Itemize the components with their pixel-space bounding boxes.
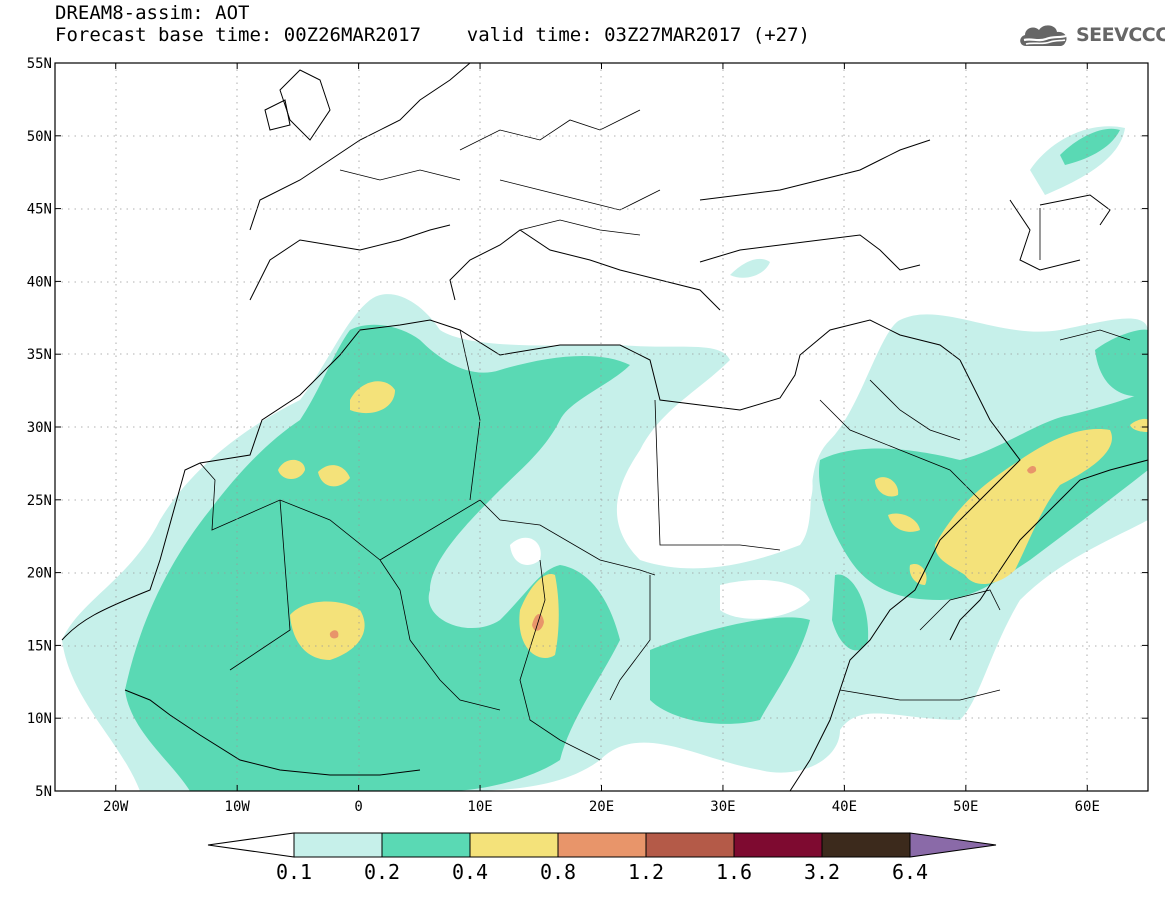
colorbar-segment [821, 832, 911, 858]
colorbar-segment [557, 832, 647, 858]
latitude-ticks: 55N 50N 45N 40N 35N 30N 25N 20N 15N 10N 5N [27, 56, 1148, 800]
colorbar-label: 0.2 [364, 860, 400, 884]
colorbar-segment [733, 832, 823, 858]
forecast-time-line: Forecast base time: 00Z26MAR2017 valid t… [55, 24, 810, 46]
aot-colorbar: 0.1 0.2 0.4 0.8 1.2 1.6 3.2 6.4 [207, 832, 997, 884]
colorbar-label: 0.1 [276, 860, 312, 884]
lon-tick-label: 10E [467, 799, 492, 815]
cloud-icon [1020, 25, 1067, 46]
colorbar-label: 3.2 [804, 860, 840, 884]
lat-tick-label: 40N [27, 274, 52, 290]
lat-tick-label: 10N [27, 711, 52, 727]
aot-band-0.4-0.8 [278, 381, 1148, 660]
lon-tick-label: 20W [103, 799, 129, 815]
logo-text: SEEVCCC [1076, 24, 1165, 46]
lat-tick-label: 5N [35, 784, 52, 800]
lat-tick-label: 25N [27, 493, 52, 509]
lon-tick-label: 60E [1075, 799, 1100, 815]
colorbar-label: 1.2 [628, 860, 664, 884]
lon-tick-label: 20E [589, 799, 614, 815]
lat-tick-label: 30N [27, 420, 52, 436]
lat-tick-label: 15N [27, 638, 52, 654]
aot-gaps [510, 453, 813, 619]
colorbar-label: 6.4 [892, 860, 928, 884]
colorbar-label: 1.6 [716, 860, 752, 884]
colorbar-upper-arrow [909, 832, 997, 858]
aot-field [55, 63, 1148, 791]
lon-tick-label: 30E [710, 799, 735, 815]
map-title: DREAM8-assim: AOT [55, 2, 250, 24]
country-borders [199, 109, 1131, 761]
seevccc-logo: SEEVCCC [1016, 20, 1165, 50]
lon-tick-label: 0 [354, 799, 362, 815]
lat-tick-label: 35N [27, 347, 52, 363]
colorbar-segment [469, 832, 559, 858]
lat-tick-label: 50N [27, 129, 52, 145]
colorbar-label: 0.4 [452, 860, 488, 884]
lat-tick-label: 20N [27, 566, 52, 582]
colorbar-segment [645, 832, 735, 858]
colorbar-label: 0.8 [540, 860, 576, 884]
lat-tick-label: 45N [27, 202, 52, 218]
colorbar-segment [381, 832, 471, 858]
longitude-ticks: 20W 10W 0 10E 20E 30E 40E 50E 60E [103, 63, 1100, 815]
coastlines [61, 63, 1148, 791]
colorbar-segment [293, 832, 383, 858]
lon-tick-label: 40E [832, 799, 857, 815]
lon-tick-label: 50E [953, 799, 978, 815]
lat-tick-label: 55N [27, 56, 52, 72]
lon-tick-label: 10W [225, 799, 251, 815]
graticule [55, 63, 1148, 791]
colorbar-lower-arrow [207, 832, 295, 858]
